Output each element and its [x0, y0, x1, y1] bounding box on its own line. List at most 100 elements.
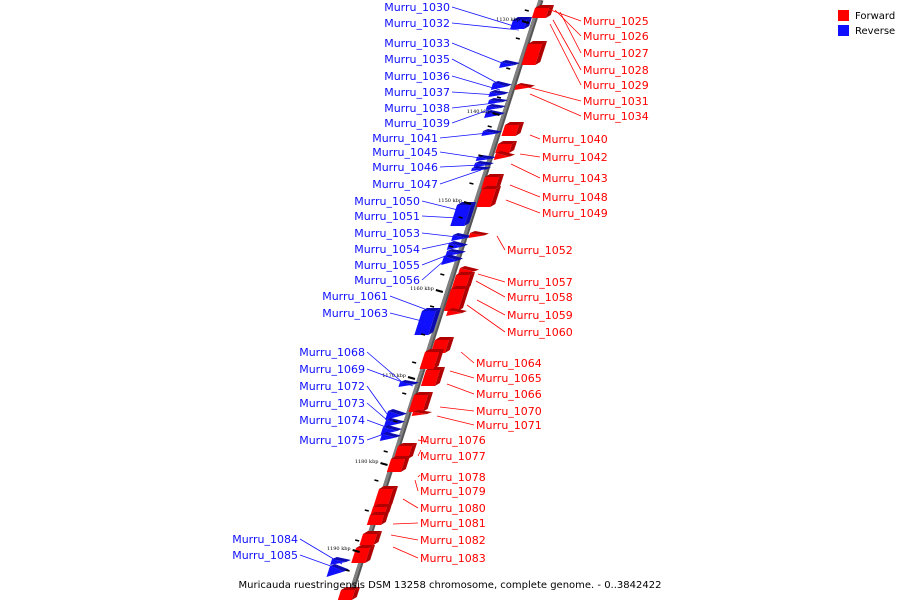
reverse-gene-label[interactable]: Murru_1050 [354, 195, 420, 208]
reverse-gene-feature [481, 129, 502, 136]
position-tick-label: 1170 kbp [382, 373, 406, 379]
forward-gene-label[interactable]: Murru_1064 [476, 357, 542, 370]
reverse-gene-label[interactable]: Murru_1051 [354, 210, 420, 223]
reverse-gene-label[interactable]: Murru_1037 [384, 86, 450, 99]
position-tick [492, 112, 500, 116]
forward-gene-leader [559, 11, 582, 54]
forward-gene-label[interactable]: Murru_1029 [583, 79, 649, 92]
forward-gene-label[interactable]: Murru_1066 [476, 388, 542, 401]
forward-gene-label[interactable]: Murru_1057 [507, 276, 573, 289]
reverse-gene-label[interactable]: Murru_1046 [372, 161, 438, 174]
forward-gene-label[interactable]: Murru_1052 [507, 244, 573, 257]
reverse-gene-feature [330, 557, 351, 565]
forward-gene-label[interactable]: Murru_1081 [420, 517, 486, 530]
reverse-gene-label[interactable]: Murru_1069 [299, 363, 365, 376]
gene-labels: Murru_1030 Murru_1032 Murru_1033 Murru_1035… [232, 1, 649, 570]
forward-gene-label[interactable]: Murru_1027 [583, 47, 649, 60]
forward-gene-feature [351, 545, 375, 563]
reverse-gene-label[interactable]: Murru_1036 [384, 70, 450, 83]
reverse-gene-label[interactable]: Murru_1075 [299, 434, 365, 447]
forward-gene-label[interactable]: Murru_1058 [507, 291, 573, 304]
forward-gene-label[interactable]: Murru_1083 [420, 552, 486, 565]
position-tick-label: 1130 kbp [496, 17, 520, 23]
forward-gene-label[interactable]: Murru_1049 [542, 207, 608, 220]
reverse-gene-label[interactable]: Murru_1063 [322, 307, 388, 320]
reverse-gene-label[interactable]: Murru_1039 [384, 117, 450, 130]
strand-mark [469, 182, 474, 185]
forward-gene-label[interactable]: Murru_1077 [420, 450, 486, 463]
reverse-gene-label[interactable]: Murru_1074 [299, 414, 365, 427]
reverse-gene-label[interactable]: Murru_1072 [299, 380, 365, 393]
forward-gene-leader [417, 439, 429, 443]
reverse-gene-label[interactable]: Murru_1041 [372, 132, 438, 145]
forward-gene-label[interactable]: Murru_1070 [476, 405, 542, 418]
reverse-gene-label[interactable]: Murru_1047 [372, 178, 438, 191]
forward-gene-label[interactable]: Murru_1026 [583, 30, 649, 43]
reverse-gene-label[interactable]: Murru_1053 [354, 227, 420, 240]
forward-gene-feature [495, 141, 517, 153]
reverse-gene-leader [421, 258, 447, 281]
forward-gene-leader [476, 299, 506, 316]
reverse-gene-label[interactable]: Murru_1073 [299, 397, 365, 410]
forward-gene-label[interactable]: Murru_1031 [583, 95, 649, 108]
reverse-gene-leader [421, 241, 456, 250]
reverse-gene-label[interactable]: Murru_1035 [384, 53, 450, 66]
reverse-gene-label[interactable]: Murru_1061 [322, 290, 388, 303]
reverse-gene-leader [439, 151, 481, 159]
forward-gene-feature [443, 286, 470, 311]
reverse-gene-feature [473, 161, 494, 167]
forward-gene-label[interactable]: Murru_1028 [583, 64, 649, 77]
legend-reverse-label: Reverse [855, 26, 895, 37]
reverse-gene-leader [366, 351, 403, 383]
forward-gene-leader [436, 415, 475, 426]
forward-gene-leader [544, 7, 582, 22]
position-tick-label: 1190 kbp [327, 546, 351, 552]
reverse-gene-label[interactable]: Murru_1032 [384, 17, 450, 30]
forward-gene-leader [519, 153, 541, 158]
reverse-gene-feature [414, 308, 441, 335]
forward-gene-label[interactable]: Murru_1079 [420, 485, 486, 498]
forward-gene-leader [496, 235, 506, 251]
reverse-gene-label[interactable]: Murru_1045 [372, 146, 438, 159]
forward-gene-label[interactable]: Murru_1076 [420, 434, 486, 447]
reverse-gene-leader [389, 295, 431, 312]
forward-gene-label[interactable]: Murru_1065 [476, 372, 542, 385]
forward-gene-label[interactable]: Murru_1025 [583, 15, 649, 28]
legend-forward-label: Forward [855, 11, 895, 22]
forward-gene-feature [408, 392, 433, 412]
reverse-gene-label[interactable]: Murru_1068 [299, 346, 365, 359]
forward-gene-label[interactable]: Murru_1080 [420, 502, 486, 515]
forward-gene-leader [446, 383, 475, 395]
reverse-gene-label[interactable]: Murru_1085 [232, 549, 298, 562]
forward-gene-label[interactable]: Murru_1071 [476, 419, 542, 432]
position-tick-label: 1160 kbp [410, 286, 434, 292]
forward-gene-label[interactable]: Murru_1048 [542, 191, 608, 204]
reverse-gene-label[interactable]: Murru_1033 [384, 37, 450, 50]
reverse-gene-label[interactable]: Murru_1055 [354, 259, 420, 272]
reverse-gene-feature [326, 564, 349, 577]
forward-gene-feature [514, 83, 535, 90]
reverse-gene-leader [451, 75, 501, 91]
forward-gene-label[interactable]: Murru_1082 [420, 534, 486, 547]
legend-reverse-swatch [838, 25, 849, 36]
forward-gene-leader [529, 134, 541, 140]
forward-gene-label[interactable]: Murru_1059 [507, 309, 573, 322]
forward-gene-label[interactable]: Murru_1034 [583, 110, 649, 123]
reverse-gene-label[interactable]: Murru_1038 [384, 102, 450, 115]
position-tick [435, 289, 444, 293]
forward-gene-leader [466, 304, 506, 333]
reverse-gene-label[interactable]: Murru_1056 [354, 274, 420, 287]
forward-gene-label[interactable]: Murru_1042 [542, 151, 608, 164]
reverse-gene-feature [484, 110, 505, 118]
reverse-gene-leader [451, 6, 521, 29]
forward-gene-leader [519, 84, 582, 102]
forward-gene-label[interactable]: Murru_1043 [542, 172, 608, 185]
reverse-gene-label[interactable]: Murru_1084 [232, 533, 298, 546]
reverse-gene-label[interactable]: Murru_1054 [354, 243, 420, 256]
forward-gene-feature [521, 41, 547, 65]
forward-gene-feature [531, 5, 554, 18]
forward-gene-label[interactable]: Murru_1078 [420, 471, 486, 484]
forward-gene-label[interactable]: Murru_1040 [542, 133, 608, 146]
forward-gene-label[interactable]: Murru_1060 [507, 326, 573, 339]
reverse-gene-label[interactable]: Murru_1030 [384, 1, 450, 14]
